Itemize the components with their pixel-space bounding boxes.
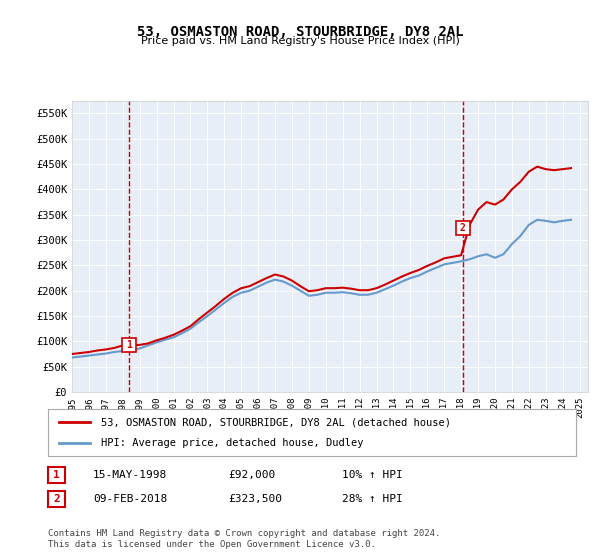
Text: 2: 2 (53, 494, 60, 504)
Text: 10% ↑ HPI: 10% ↑ HPI (342, 470, 403, 480)
Text: 1: 1 (53, 470, 60, 480)
Text: 53, OSMASTON ROAD, STOURBRIDGE, DY8 2AL: 53, OSMASTON ROAD, STOURBRIDGE, DY8 2AL (137, 25, 463, 39)
Text: £323,500: £323,500 (228, 494, 282, 504)
Text: Contains HM Land Registry data © Crown copyright and database right 2024.
This d: Contains HM Land Registry data © Crown c… (48, 529, 440, 549)
Text: 53, OSMASTON ROAD, STOURBRIDGE, DY8 2AL (detached house): 53, OSMASTON ROAD, STOURBRIDGE, DY8 2AL … (101, 417, 451, 427)
Text: Price paid vs. HM Land Registry's House Price Index (HPI): Price paid vs. HM Land Registry's House … (140, 36, 460, 46)
Text: HPI: Average price, detached house, Dudley: HPI: Average price, detached house, Dudl… (101, 438, 364, 448)
Text: 2: 2 (460, 223, 466, 233)
Text: 15-MAY-1998: 15-MAY-1998 (93, 470, 167, 480)
Text: 1: 1 (126, 340, 132, 351)
Text: 28% ↑ HPI: 28% ↑ HPI (342, 494, 403, 504)
Text: 09-FEB-2018: 09-FEB-2018 (93, 494, 167, 504)
Text: £92,000: £92,000 (228, 470, 275, 480)
